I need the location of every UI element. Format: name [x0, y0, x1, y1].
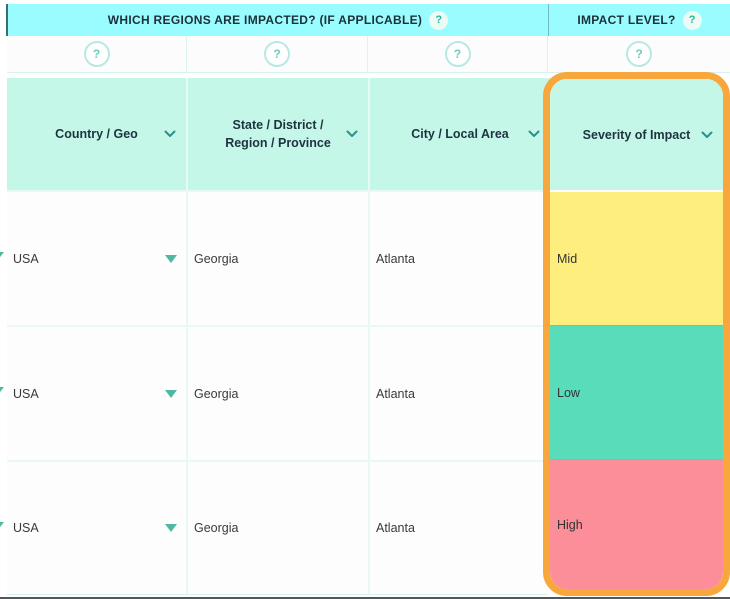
cell-state[interactable]: Georgia — [188, 327, 368, 460]
cell-value: Mid — [557, 251, 578, 266]
cell-severity[interactable]: High — [550, 459, 723, 589]
column-edge-divider — [6, 4, 8, 36]
help-row: ? ? ? ? — [7, 36, 730, 73]
chevron-down-icon[interactable] — [701, 131, 713, 139]
cell-value: Atlanta — [376, 521, 415, 535]
dropdown-arrow-icon — [0, 387, 4, 399]
dropdown-arrow-icon[interactable] — [165, 389, 177, 398]
cell-severity[interactable]: Mid — [550, 192, 723, 325]
cell-value: Georgia — [194, 251, 239, 266]
help-icon[interactable]: ? — [682, 10, 702, 30]
cell-value: Atlanta — [376, 386, 415, 401]
help-icon[interactable]: ? — [444, 41, 471, 67]
column-header-label: City / Local Area — [411, 126, 509, 141]
help-cell-severity: ? — [548, 36, 730, 72]
table-bottom-border — [7, 594, 548, 595]
cell-severity[interactable]: Low — [550, 325, 723, 459]
column-header-country[interactable]: Country / Geo — [7, 78, 186, 190]
column-header-label: Country / Geo — [55, 126, 138, 141]
cell-country[interactable]: USA — [7, 192, 186, 325]
bottom-edge-bar — [0, 597, 730, 599]
group-header-band: WHICH REGIONS ARE IMPACTED? (IF APPLICAB… — [8, 4, 730, 36]
group-header-divider — [548, 4, 549, 36]
row-separator — [550, 190, 723, 192]
group-header-impact: IMPACT LEVEL? ? — [549, 4, 730, 36]
cell-country[interactable]: USA — [7, 462, 186, 594]
cell-value: Low — [557, 385, 580, 400]
highlighted-severity-column: Severity of Impact Mid Low High — [543, 72, 730, 596]
cell-city[interactable]: Atlanta — [370, 462, 550, 594]
help-cell-state: ? — [187, 36, 368, 72]
help-cell-country: ? — [7, 36, 187, 72]
help-cell-city: ? — [368, 36, 548, 72]
dropdown-arrow-icon — [0, 252, 4, 264]
group-header-impact-label: IMPACT LEVEL? — [577, 13, 676, 27]
dropdown-arrow-icon — [0, 522, 4, 534]
column-header-label: State / District / Region / Province — [225, 117, 331, 150]
column-header-state[interactable]: State / District / Region / Province — [188, 78, 368, 190]
column-header-severity[interactable]: Severity of Impact — [550, 79, 723, 190]
help-icon[interactable]: ? — [626, 41, 652, 67]
chevron-down-icon[interactable] — [528, 130, 540, 138]
group-header-regions-label: WHICH REGIONS ARE IMPACTED? (IF APPLICAB… — [107, 13, 423, 27]
cell-state[interactable]: Georgia — [188, 192, 368, 325]
cell-country[interactable]: USA — [7, 327, 186, 460]
cell-value: Atlanta — [376, 251, 415, 266]
cell-city[interactable]: Atlanta — [370, 327, 550, 460]
help-icon[interactable]: ? — [264, 41, 290, 67]
cell-state[interactable]: Georgia — [188, 462, 368, 594]
cell-city[interactable]: Atlanta — [370, 192, 550, 325]
group-header-regions: WHICH REGIONS ARE IMPACTED? (IF APPLICAB… — [8, 4, 548, 36]
chevron-down-icon[interactable] — [164, 130, 176, 138]
help-icon[interactable]: ? — [83, 41, 110, 67]
column-header-label: Severity of Impact — [582, 127, 691, 142]
cell-value: Georgia — [194, 521, 239, 535]
help-icon[interactable]: ? — [429, 10, 449, 30]
cell-value: USA — [13, 521, 39, 535]
dropdown-arrow-icon[interactable] — [165, 524, 177, 532]
cell-value: USA — [13, 386, 39, 401]
dropdown-arrow-icon[interactable] — [165, 254, 177, 263]
cell-value: Georgia — [194, 386, 239, 401]
table-grid: Country / Geo State / District / Region … — [7, 78, 550, 594]
cell-value: High — [557, 517, 583, 532]
chevron-down-icon[interactable] — [346, 130, 358, 138]
cell-value: USA — [13, 251, 39, 266]
column-header-city[interactable]: City / Local Area — [370, 78, 550, 190]
